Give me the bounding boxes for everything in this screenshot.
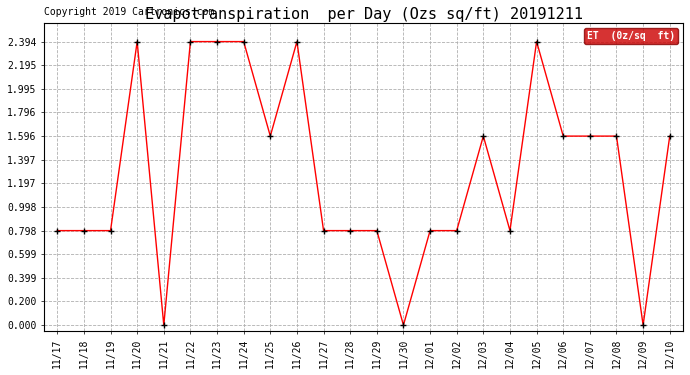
Text: Copyright 2019 Cartronics.com: Copyright 2019 Cartronics.com (44, 7, 215, 17)
Legend: ET  (0z/sq  ft): ET (0z/sq ft) (584, 28, 678, 44)
Title: Evapotranspiration  per Day (Ozs sq/ft) 20191211: Evapotranspiration per Day (Ozs sq/ft) 2… (144, 7, 582, 22)
